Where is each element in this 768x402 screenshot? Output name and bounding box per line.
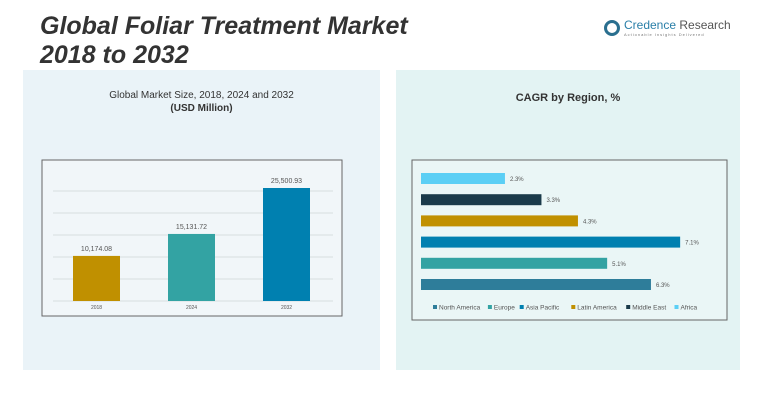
data-label: 6.3% xyxy=(656,283,670,289)
page-title: Global Foliar Treatment Market 2018 to 20… xyxy=(40,12,408,70)
legend-entry: Africa xyxy=(681,305,698,312)
legend-entry: Middle East xyxy=(632,305,666,312)
chart-title: CAGR by Region, % xyxy=(515,92,621,104)
legend-swatch xyxy=(519,305,524,309)
data-label: 2.3% xyxy=(510,177,524,183)
bar-2018 xyxy=(73,255,120,301)
bar-2032 xyxy=(263,187,310,301)
chart-title: Global Market Size, 2018, 2024 and 2032 xyxy=(109,90,294,101)
title-line-2: 2018 to 2032 xyxy=(40,41,189,69)
cagr-chart: 2.3% 3.3% 4.3% 7.1% 5.1% 6.3% North America Eur… xyxy=(411,159,728,321)
bar-Africa xyxy=(421,173,505,184)
data-label: 25,500.93 xyxy=(271,178,302,185)
bar-2024 xyxy=(168,233,215,301)
data-label: 7.1% xyxy=(685,241,699,247)
x-tick-label: 2024 xyxy=(186,305,197,311)
bar-Europe xyxy=(421,257,608,269)
brand-name: Credence xyxy=(624,18,677,32)
data-label: 10,174.08 xyxy=(81,246,112,253)
legend-entry: Europe xyxy=(494,305,515,312)
legend-swatch xyxy=(433,305,437,309)
legend-entry: Asia Pacific xyxy=(526,305,560,312)
data-label: 3.3% xyxy=(546,198,560,204)
data-label: 4.3% xyxy=(583,219,597,225)
x-tick-label: 2032 xyxy=(281,305,292,311)
bar-North America xyxy=(421,279,651,290)
logo-icon xyxy=(604,19,620,36)
x-tick-label: 2018 xyxy=(91,305,102,311)
data-label: 15,131.72 xyxy=(176,224,207,231)
legend-swatch xyxy=(674,305,679,309)
legend-swatch xyxy=(571,305,576,309)
bar-Latin America xyxy=(421,215,578,227)
brand-logo: Credence Research Actionable Insights De… xyxy=(604,18,731,37)
bar-Asia Pacific xyxy=(421,236,681,248)
bar-Middle East xyxy=(421,194,542,206)
chart-subtitle: (USD Million) xyxy=(170,103,233,114)
market-size-chart: 10,174.08 2018 15,131.72 2024 25,500.93 2032 xyxy=(41,159,343,317)
legend-swatch xyxy=(487,305,492,309)
market-size-panel: Global Market Size, 2018, 2024 and 2032 … xyxy=(23,70,380,370)
brand-name-2: Research xyxy=(676,18,731,32)
cagr-panel: CAGR by Region, % 2.3% 3.3% 4.3% 7.1% 5.1% 6.… xyxy=(396,70,740,370)
data-label: 5.1% xyxy=(612,262,626,268)
legend-swatch xyxy=(626,305,631,309)
title-line-1: Global Foliar Treatment Market xyxy=(40,12,408,40)
legend-entry: Latin America xyxy=(577,305,617,312)
legend-entry: North America xyxy=(439,305,481,312)
brand-tagline: Actionable Insights Delivered xyxy=(624,32,705,37)
